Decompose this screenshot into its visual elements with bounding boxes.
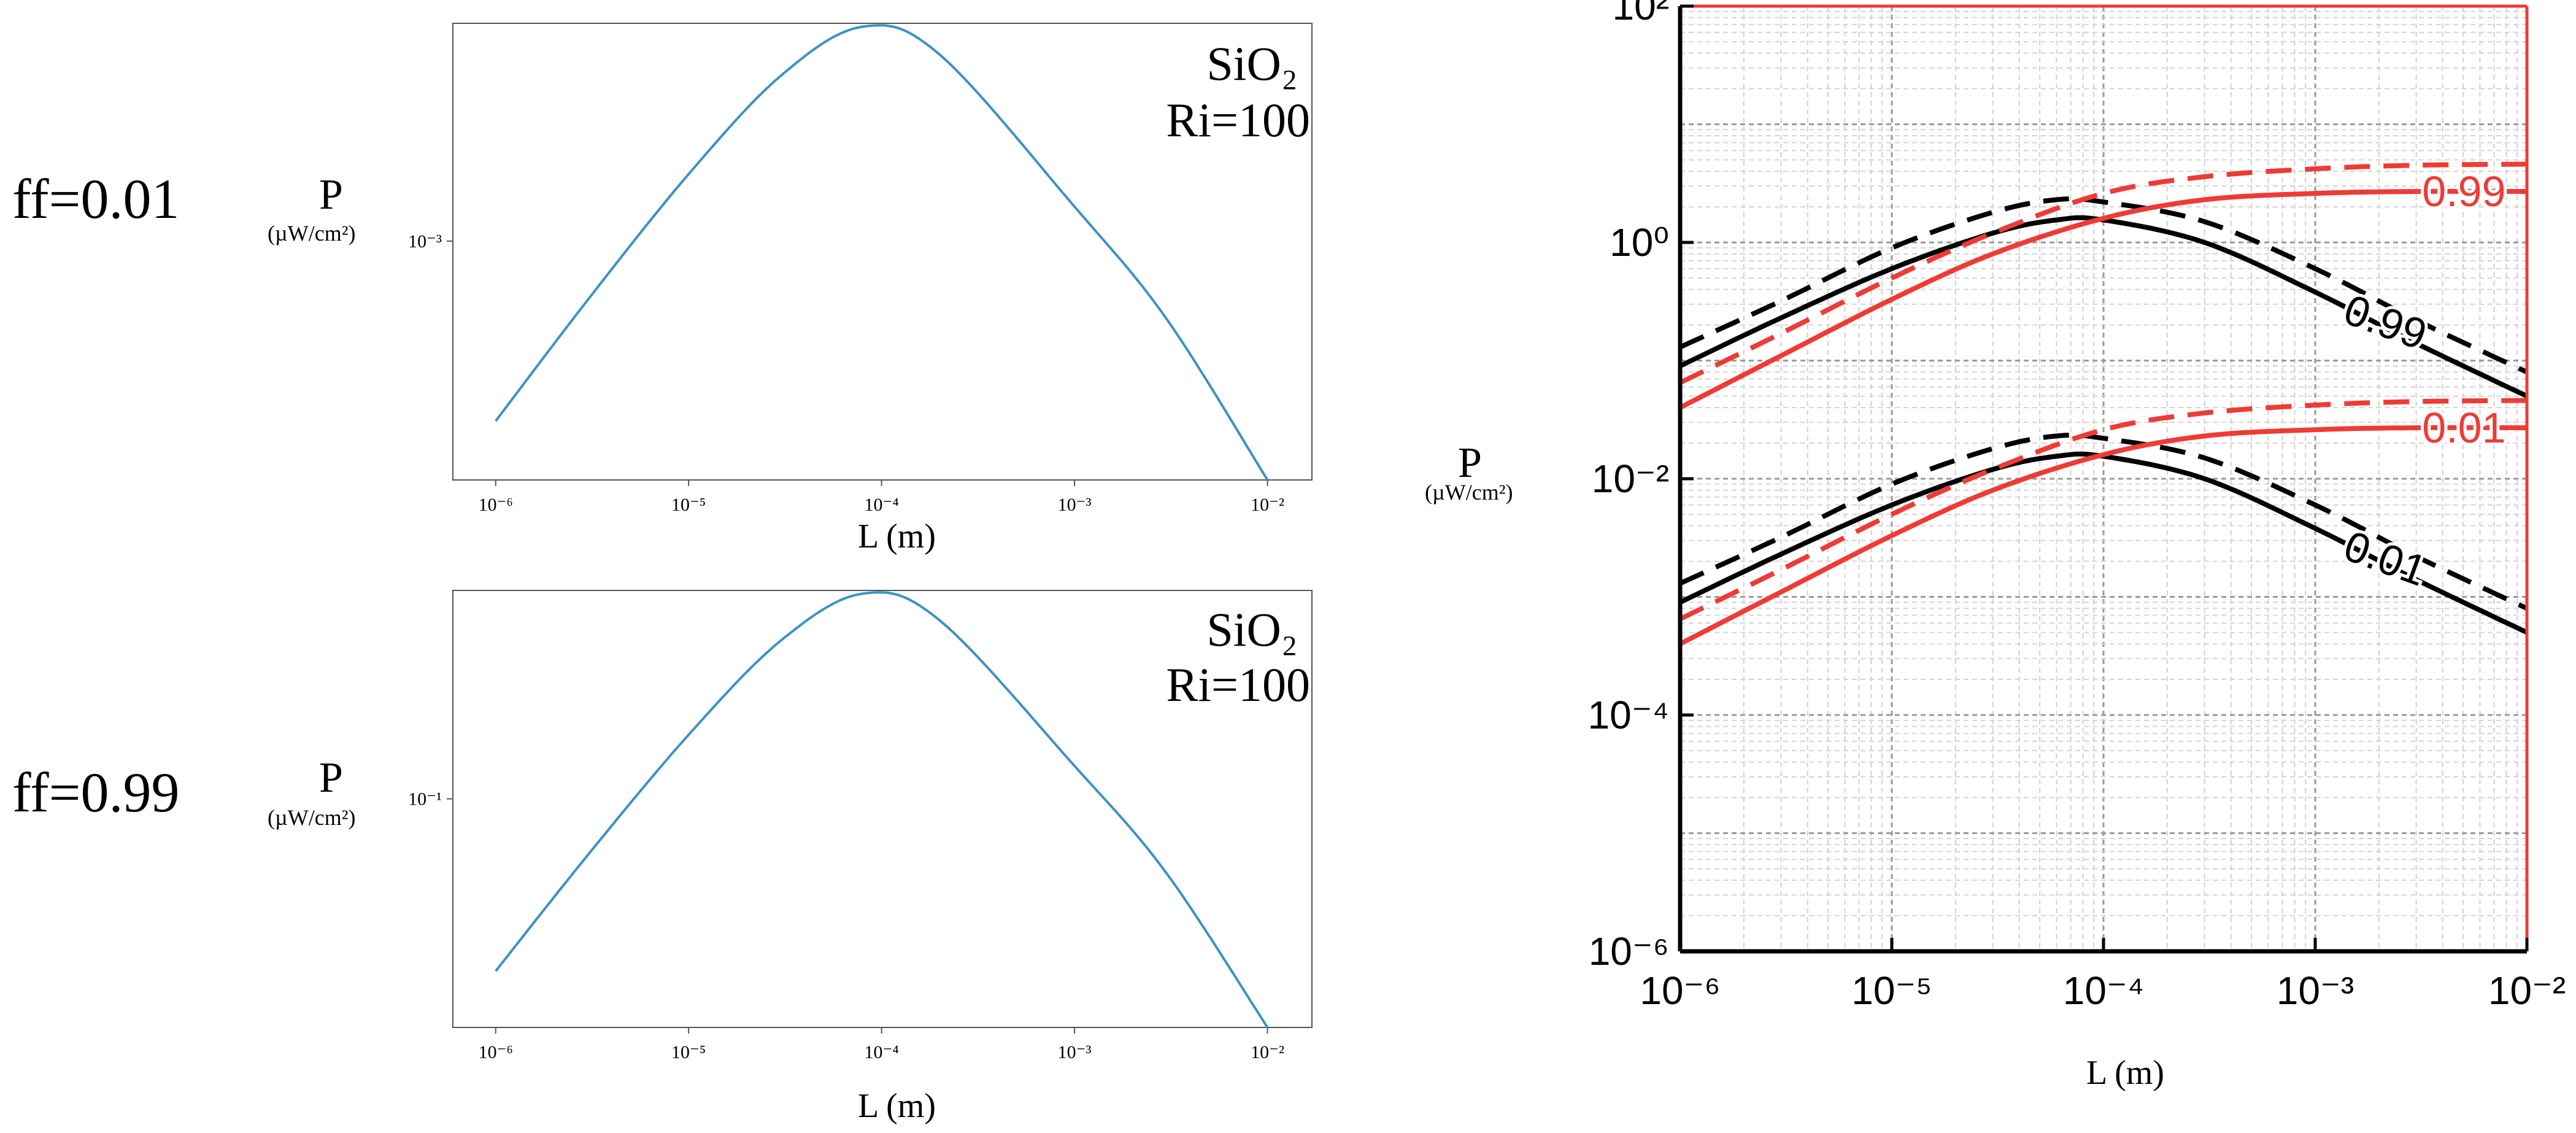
curve-label: 0.99 xyxy=(2422,168,2505,215)
annotation-material-bottom: SiO₂ xyxy=(1206,603,1298,656)
plot-frame-top-left xyxy=(452,23,1313,481)
series-lines-right xyxy=(1679,161,2528,646)
ylabel-P-right: P xyxy=(1458,439,1482,487)
ylabel-P-bottom: P xyxy=(319,754,343,802)
x-ticks-right: 10⁻⁶ 10⁻⁵ 10⁻⁴ 10⁻³ 10⁻² xyxy=(1640,938,2566,1013)
series-line xyxy=(1679,432,2528,611)
x-tick-label: 10⁻² xyxy=(1251,495,1284,515)
y-tick-label: 10⁰ xyxy=(1610,220,1669,265)
row-label-ff-0.99: ff=0.99 xyxy=(12,761,180,824)
y-ticks-right: 10⁻⁶ 10⁻⁴ 10⁻² 10⁰ 10² xyxy=(1588,0,1694,973)
x-tick-label: 10⁻³ xyxy=(1058,1042,1092,1062)
ylabel-unit-top: (µW/cm²) xyxy=(268,221,355,246)
x-tick-label: 10⁻² xyxy=(2488,969,2566,1013)
ylabel-unit-right: (µW/cm²) xyxy=(1425,480,1513,505)
x-tick-label: 10⁻⁶ xyxy=(479,1042,513,1062)
x-ticks-top-left: 10⁻⁶ 10⁻⁵ 10⁻⁴ 10⁻³ 10⁻² xyxy=(479,480,1284,515)
xlabel-right: L (m) xyxy=(2086,1054,2164,1092)
annotation-material-top: SiO₂ xyxy=(1206,37,1298,90)
series-line xyxy=(1679,188,2527,410)
series-line xyxy=(1679,215,2528,399)
x-tick-label: 10⁻⁴ xyxy=(864,1042,898,1062)
x-tick-label: 10⁻⁴ xyxy=(864,495,898,515)
annotation-ri-bottom: Ri=100 xyxy=(1166,658,1310,711)
x-tick-label: 10⁻⁶ xyxy=(1640,969,1720,1013)
x-tick-label: 10⁻³ xyxy=(2277,969,2354,1013)
curve-label: 0.01 xyxy=(2422,404,2505,452)
xlabel-bottom-left: L (m) xyxy=(858,1087,936,1125)
y-tick-label: 10⁻³ xyxy=(408,231,442,252)
series-line-bottom-left xyxy=(495,591,1269,1029)
annotation-ri-top: Ri=100 xyxy=(1166,93,1310,147)
x-tick-label: 10⁻⁵ xyxy=(671,1042,706,1062)
y-tick-label: 10² xyxy=(1613,0,1670,28)
panel-right: P (µW/cm²) 0.990.990.010.01 10⁻⁶ 10⁻⁵ 10⁻⁴… xyxy=(1425,0,2566,1092)
x-tick-label: 10⁻⁶ xyxy=(479,495,513,515)
x-tick-label: 10⁻² xyxy=(1251,1042,1284,1062)
x-ticks-bottom-left: 10⁻⁶ 10⁻⁵ 10⁻⁴ 10⁻³ 10⁻² xyxy=(479,1027,1284,1062)
x-tick-label: 10⁻⁵ xyxy=(1851,969,1932,1013)
ylabel-P-top: P xyxy=(319,171,343,218)
ylabel-unit-bottom: (µW/cm²) xyxy=(268,805,355,830)
series-line xyxy=(1679,451,2528,635)
x-tick-label: 10⁻³ xyxy=(1058,495,1092,515)
y-tick-label: 10⁻⁶ xyxy=(1589,929,1669,973)
y-tick-label: 10⁻² xyxy=(1592,457,1669,501)
y-ticks-bottom-left: 10⁻¹ xyxy=(408,789,453,810)
series-line-top-left xyxy=(495,24,1269,481)
xlabel-top-left: L (m) xyxy=(858,517,936,555)
x-tick-label: 10⁻⁵ xyxy=(671,495,706,515)
y-tick-label: 10⁻¹ xyxy=(408,789,442,810)
y-ticks-top-left: 10⁻³ xyxy=(408,231,453,252)
row-label-ff-0.01: ff=0.01 xyxy=(12,168,180,230)
panel-ff-0.99: ff=0.99 P (µW/cm²) 10⁻⁶ 10⁻⁵ 10⁻⁴ 10⁻³ 10⁻² … xyxy=(12,590,1313,1125)
series-line xyxy=(1679,425,2527,646)
panel-ff-0.01: ff=0.01 P (µW/cm²) 10⁻⁶ 10⁻⁵ 10⁻⁴ 10⁻³ 10⁻² … xyxy=(12,23,1313,555)
x-tick-label: 10⁻⁴ xyxy=(2063,969,2144,1013)
series-line xyxy=(1679,196,2528,374)
y-tick-label: 10⁻⁴ xyxy=(1588,693,1669,737)
plot-frame-bottom-left xyxy=(452,590,1313,1028)
